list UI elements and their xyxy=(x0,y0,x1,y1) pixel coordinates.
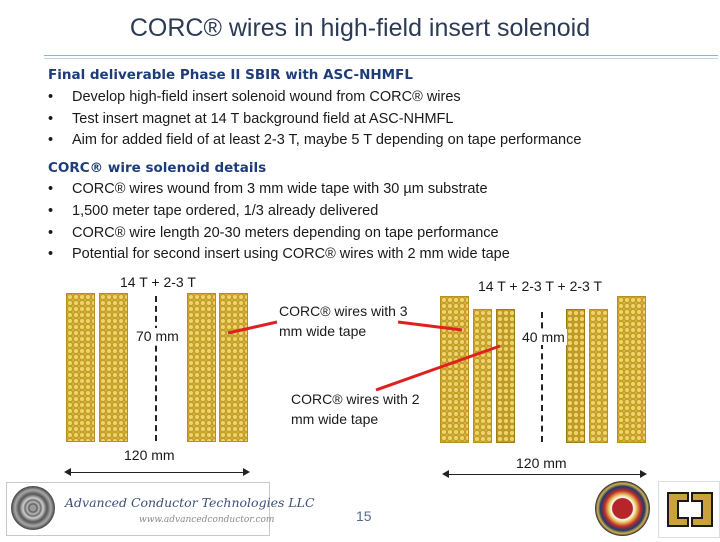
bullet-text: Develop high-field insert solenoid wound… xyxy=(72,89,461,105)
title-divider-secondary xyxy=(44,58,718,59)
right-inner-winding-right xyxy=(566,309,585,443)
callout-3mm-pointer-right xyxy=(397,320,463,332)
company-url: www.advancedconductor.com xyxy=(139,515,275,525)
right-bore-label: 40 mm xyxy=(520,329,567,345)
bullet-dot: • xyxy=(48,203,54,219)
left-width-label: 120 mm xyxy=(124,447,175,463)
section2-bullet: • Potential for second insert using CORC… xyxy=(48,246,708,264)
section1-bullet: • Test insert magnet at 14 T background … xyxy=(48,111,708,129)
right-arrow-icon xyxy=(640,470,647,478)
section2-bullet: • CORC® wires wound from 3 mm wide tape … xyxy=(48,181,708,199)
bullet-dot: • xyxy=(48,246,54,262)
right-field-label: 14 T + 2-3 T + 2-3 T xyxy=(478,278,603,294)
slide-title: CORC® wires in high-field insert solenoi… xyxy=(129,14,591,42)
bullet-text: Test insert magnet at 14 T background fi… xyxy=(72,111,454,127)
right-middle-winding-left xyxy=(473,309,492,443)
bullet-text: Aim for added field of at least 2-3 T, m… xyxy=(72,132,582,148)
left-inner-winding-left xyxy=(99,293,128,442)
left-arrow-icon xyxy=(442,470,449,478)
bullet-dot: • xyxy=(48,225,54,241)
section2-bullet: • CORC® wire length 20-30 meters dependi… xyxy=(48,225,708,243)
bullet-text: 1,500 meter tape ordered, 1/3 already de… xyxy=(72,203,379,219)
bullet-dot: • xyxy=(48,111,54,127)
callout-3mm-label: CORC® wires with 3 mm wide tape xyxy=(279,303,408,339)
left-axis-line xyxy=(155,296,157,441)
bullet-dot: • xyxy=(48,181,54,197)
bullet-dot: • xyxy=(48,132,54,148)
callout-2mm-pointer xyxy=(375,344,501,392)
right-width-dimension xyxy=(446,474,642,475)
section1-bullet: • Develop high-field insert solenoid wou… xyxy=(48,89,708,107)
right-middle-winding-right xyxy=(589,309,608,443)
bullet-text: CORC® wires wound from 3 mm wide tape wi… xyxy=(72,181,488,197)
right-outer-winding-right xyxy=(617,296,646,443)
right-arrow-icon xyxy=(243,468,250,476)
cu-monogram-icon xyxy=(667,492,713,527)
right-inner-winding-left xyxy=(496,309,515,443)
left-bore-label: 70 mm xyxy=(134,328,181,344)
section1-bullet: • Aim for added field of at least 2-3 T,… xyxy=(48,132,708,150)
company-name: Advanced Conductor Technologies LLC xyxy=(65,495,315,510)
company-logo: Advanced Conductor Technologies LLC www.… xyxy=(6,482,315,536)
callout-3mm-pointer-left xyxy=(227,320,278,335)
page-number: 15 xyxy=(356,508,372,524)
right-outer-winding-left xyxy=(440,296,469,443)
cable-cross-section-icon xyxy=(11,486,55,530)
university-logo-icon xyxy=(658,481,720,538)
seal-logo-icon xyxy=(595,481,650,536)
section2-bullet: • 1,500 meter tape ordered, 1/3 already … xyxy=(48,203,708,221)
left-field-label: 14 T + 2-3 T xyxy=(120,274,196,290)
left-width-dimension xyxy=(68,472,245,473)
left-inner-winding-right xyxy=(187,293,216,442)
left-outer-winding-left xyxy=(66,293,95,442)
left-outer-winding-right xyxy=(219,293,248,442)
left-arrow-icon xyxy=(64,468,71,476)
title-divider xyxy=(44,55,718,56)
right-width-label: 120 mm xyxy=(516,455,567,471)
section1-heading: Final deliverable Phase II SBIR with ASC… xyxy=(48,67,413,83)
section2-heading: CORC® wire solenoid details xyxy=(48,160,267,176)
bullet-dot: • xyxy=(48,89,54,105)
right-axis-line xyxy=(541,312,543,442)
callout-2mm-label: CORC® wires with 2 mm wide tape xyxy=(291,391,420,427)
bullet-text: Potential for second insert using CORC® … xyxy=(72,246,510,262)
bullet-text: CORC® wire length 20-30 meters depending… xyxy=(72,225,499,241)
